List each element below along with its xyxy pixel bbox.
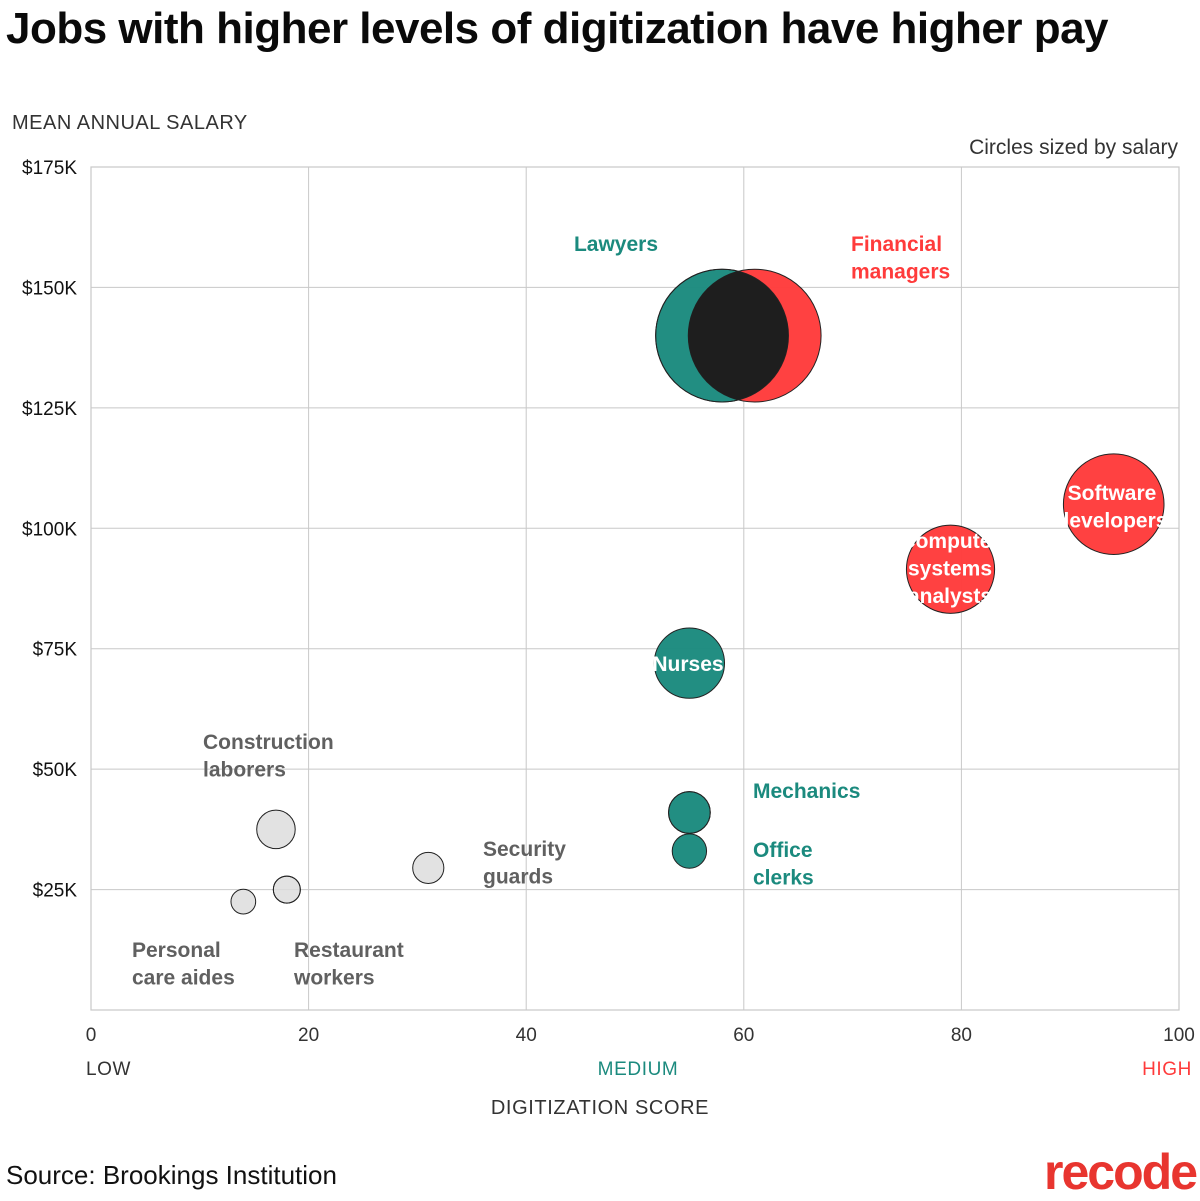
label-line: Computer	[900, 530, 999, 553]
bubble-construction-laborers	[256, 809, 296, 850]
x-tick-label: 0	[86, 1025, 97, 1046]
label-line: laborers	[203, 759, 286, 782]
label-line: Mechanics	[753, 780, 860, 803]
label-line: Nurses	[652, 653, 723, 676]
label-construction-laborers: Construction laborers	[203, 731, 334, 782]
label-line: Construction	[203, 731, 334, 754]
x-axis-label: DIGITIZATION SCORE	[490, 1097, 710, 1119]
label-lawyers: Lawyers	[574, 233, 658, 256]
label-line: care aides	[132, 967, 235, 990]
x-tick-label: 60	[733, 1025, 754, 1046]
outline-restaurant	[272, 875, 301, 904]
label-line: Software	[1068, 482, 1157, 505]
label-restaurant-workers: Restaurant workers	[293, 939, 404, 990]
outline-mechanics	[668, 791, 711, 834]
label-line: guards	[483, 866, 553, 889]
y-tick-label: $100K	[22, 519, 77, 540]
x-level-low: LOW	[86, 1059, 131, 1080]
label-line: analysts	[908, 585, 992, 608]
label-personal-care-aides: Personal care aides	[132, 939, 235, 990]
x-tick-label: 20	[298, 1025, 319, 1046]
overlap-region	[272, 268, 789, 904]
label-mechanics: Mechanics	[753, 780, 860, 803]
label-security-guards: Security guards	[483, 838, 566, 889]
bubble-labels: Lawyers Financial managers Software develope…	[132, 233, 1167, 990]
y-tick-label: $125K	[22, 399, 77, 420]
bubble-personal-care-aides	[230, 888, 257, 915]
label-line: Office	[753, 839, 813, 862]
size-legend-note: Circles sized by salary	[969, 136, 1178, 159]
label-line: managers	[851, 261, 950, 284]
bubble-office-clerks	[671, 833, 708, 869]
source-note: Source: Brookings Institution	[6, 1160, 337, 1190]
x-level-high: HIGH	[1142, 1059, 1192, 1080]
x-tick-label: 100	[1163, 1025, 1195, 1046]
label-computer-systems-analysts: Computer systems analysts	[900, 530, 999, 608]
x-tick-label: 40	[516, 1025, 537, 1046]
grid-lines	[90, 166, 1180, 1011]
bubble-nurses	[653, 627, 726, 699]
bubble-computer-systems-analysts	[905, 524, 996, 614]
label-line: Lawyers	[574, 233, 658, 256]
x-level-medium: MEDIUM	[598, 1059, 679, 1080]
y-tick-label: $25K	[33, 881, 78, 902]
label-line: Personal	[132, 939, 221, 962]
label-line: clerks	[753, 867, 814, 890]
label-line: workers	[293, 967, 375, 990]
y-tick-label: $75K	[33, 640, 78, 661]
tick-labels: 0 20 40 60 80 100 $25K $50K $75K $100K $125K $150K $…	[22, 158, 1195, 1046]
label-line: Financial	[851, 233, 942, 256]
label-line: Restaurant	[294, 939, 404, 962]
x-level-labels: LOW MEDIUM HIGH	[86, 1059, 1192, 1080]
y-tick-label: $175K	[22, 158, 77, 179]
recode-logo: recode	[1044, 1144, 1198, 1200]
y-axis-label: MEAN ANNUAL SALARY	[12, 112, 248, 134]
x-tick-label: 80	[951, 1025, 972, 1046]
y-tick-label: $50K	[33, 760, 78, 781]
label-line: Security	[483, 838, 566, 861]
outline-lawyers	[655, 268, 789, 403]
label-software-developers: Software developers	[1057, 482, 1168, 533]
label-office-clerks: Office clerks	[753, 839, 814, 890]
plot-frame	[90, 166, 1180, 1011]
bubble-security-guards	[412, 851, 445, 884]
label-financial-managers: Financial managers	[851, 233, 950, 284]
y-tick-label: $150K	[22, 278, 77, 299]
chart-title: Jobs with higher levels of digitization …	[6, 4, 1109, 53]
label-line: systems	[908, 558, 992, 581]
bubble-software-developers	[1062, 453, 1165, 556]
label-line: developers	[1057, 510, 1168, 533]
label-nurses: Nurses	[652, 653, 723, 676]
